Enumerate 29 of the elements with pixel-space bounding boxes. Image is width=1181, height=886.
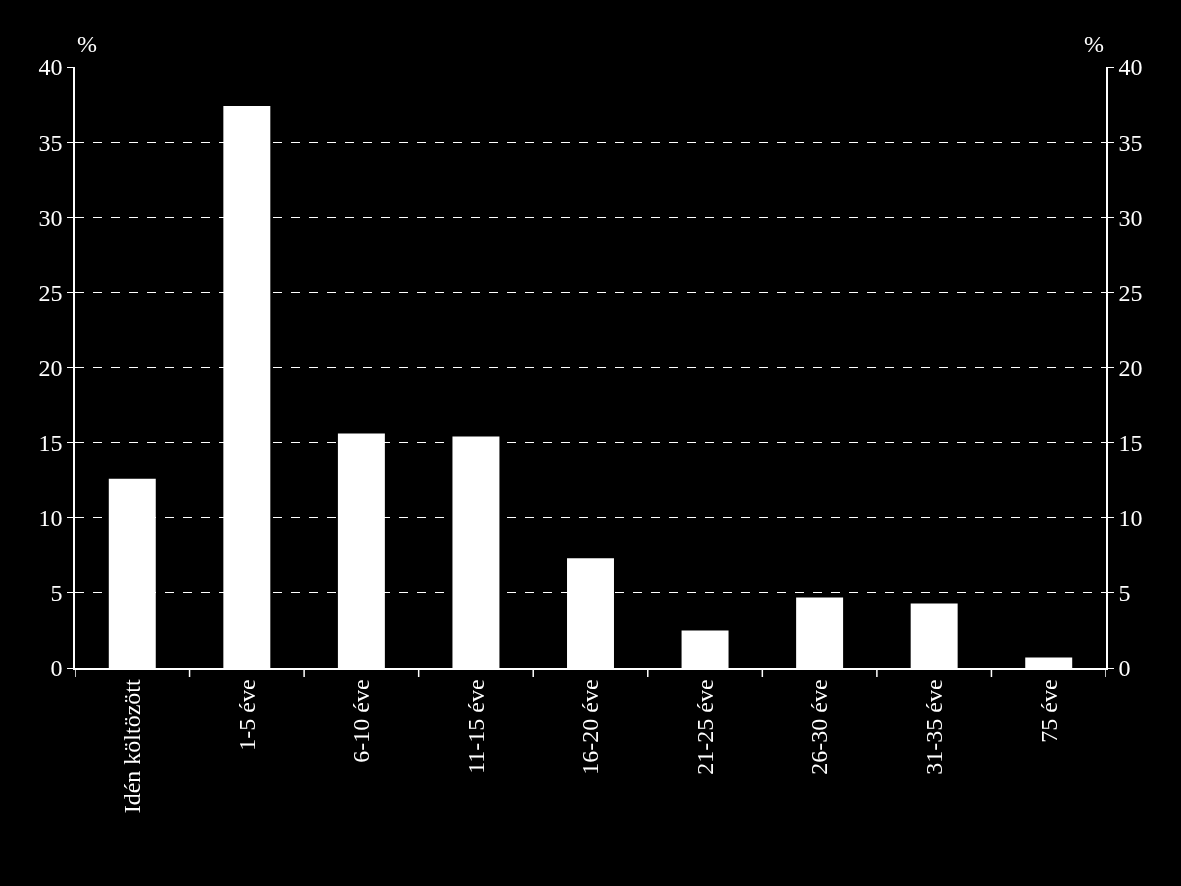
y-tick-label: 35	[38, 129, 63, 156]
y2-tick-label: 40	[1118, 54, 1143, 81]
y-tick-label: 30	[38, 204, 63, 231]
y2-tick-label: 5	[1118, 580, 1131, 607]
y-tick-label: 0	[50, 655, 63, 682]
y-tick-label: 40	[38, 54, 63, 81]
x-tick-label: 21-25 éve	[691, 679, 718, 775]
x-tick-label: 75 éve	[1035, 679, 1062, 743]
x-tick-label: Idén költözött	[119, 679, 146, 814]
y-tick-label: 20	[38, 354, 63, 381]
x-tick-label: 1-5 éve	[233, 679, 260, 751]
y2-tick-label: 15	[1118, 430, 1143, 457]
y2-axis-title: %	[1084, 31, 1104, 57]
y2-tick-label: 20	[1118, 354, 1143, 381]
x-tick-label: 16-20 éve	[577, 679, 604, 775]
x-tick-label: 11-15 éve	[462, 679, 489, 774]
y2-tick-label: 25	[1118, 279, 1143, 306]
y-tick-label: 5	[50, 580, 63, 607]
y-tick-label: 25	[38, 279, 63, 306]
y-tick-label: 15	[38, 430, 63, 457]
y2-tick-label: 30	[1118, 204, 1143, 231]
y-tick-label: 10	[38, 505, 63, 532]
y2-tick-label: 10	[1118, 505, 1143, 532]
x-tick-label: 31-35 éve	[920, 679, 947, 775]
x-tick-label: 26-30 éve	[806, 679, 833, 775]
y-axis-title: %	[77, 31, 97, 57]
y2-tick-label: 0	[1118, 655, 1131, 682]
x-tick-label: 6-10 éve	[348, 679, 375, 763]
y2-tick-label: 35	[1118, 129, 1143, 156]
